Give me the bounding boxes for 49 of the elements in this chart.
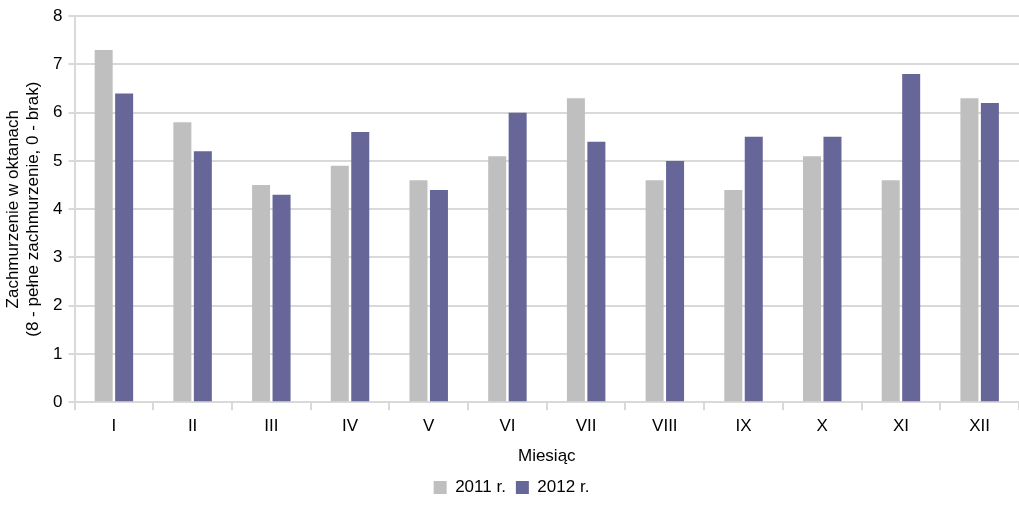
bar	[508, 112, 527, 402]
x-tick-label: IX	[735, 416, 752, 436]
x-tick-label: V	[423, 416, 436, 436]
bar	[960, 98, 979, 402]
y-tick-label: 5	[53, 150, 63, 170]
x-tick-label: IV	[341, 416, 359, 436]
x-tick-label: III	[264, 416, 279, 436]
y-tick-label: 1	[53, 343, 63, 363]
x-tick-label: X	[816, 416, 828, 436]
bar	[115, 93, 134, 402]
legend-label: 2011 r.	[455, 477, 506, 497]
bar	[488, 156, 507, 402]
y-tick-label: 0	[53, 391, 63, 411]
bar	[803, 156, 822, 402]
y-tick-label: 3	[53, 247, 63, 267]
x-tick-label: I	[111, 416, 117, 436]
bar	[724, 189, 743, 402]
bar	[193, 151, 212, 402]
y-tick-label: 7	[53, 54, 63, 74]
bar	[330, 165, 349, 402]
bar	[272, 194, 291, 402]
bar	[587, 141, 606, 402]
x-tick-label: XI	[892, 416, 909, 436]
y-tick-label: 8	[53, 5, 63, 25]
bar	[823, 136, 842, 402]
bar	[881, 180, 900, 402]
x-tick-label: VIII	[652, 416, 678, 436]
bar	[566, 98, 585, 402]
x-tick-label: VI	[499, 416, 516, 436]
y-tick-label: 4	[53, 198, 63, 218]
bar	[173, 122, 192, 402]
x-tick-label: XII	[969, 416, 991, 436]
bar	[429, 189, 448, 402]
y-axis-title: Zachmurzenie w oktanach (8 - pełne zachmurzenie, 0 - brak)	[3, 81, 43, 337]
bar	[902, 74, 921, 402]
y-tick-label: 2	[53, 295, 63, 315]
bar	[94, 49, 113, 402]
bar	[744, 136, 763, 402]
bar	[645, 180, 664, 402]
legend-label: 2012 r.	[537, 477, 590, 497]
bar	[252, 185, 271, 402]
bar	[409, 180, 428, 402]
x-axis-title: Miesiąc	[517, 446, 577, 466]
x-tick-label: II	[187, 416, 198, 436]
bar	[980, 103, 999, 402]
bar	[666, 160, 685, 402]
y-tick-label: 6	[53, 102, 63, 122]
bar	[351, 132, 370, 402]
x-tick-label: VII	[575, 416, 597, 436]
